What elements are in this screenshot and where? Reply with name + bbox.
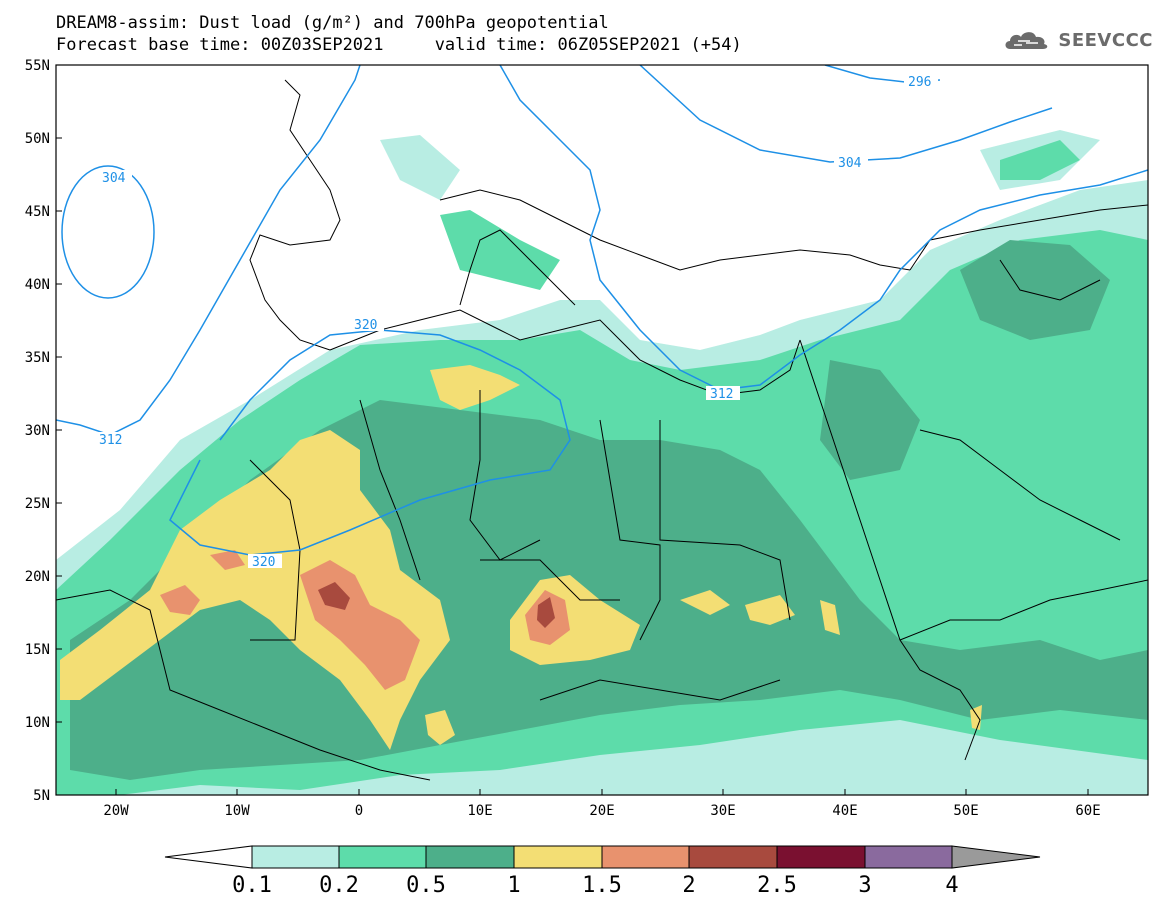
colorbar-label: 0.1 (232, 873, 272, 898)
lat-label: 15N (25, 642, 50, 658)
contour-label: 320 (354, 318, 377, 333)
lat-label: 20N (25, 569, 50, 585)
coastlines (56, 79, 1148, 781)
colorbar-bin (864, 845, 953, 869)
lat-tick-marks (56, 64, 62, 796)
colorbar-labels: 0.1 0.2 0.5 1 1.5 2 2.5 3 4 (232, 873, 959, 898)
lon-label: 10E (467, 803, 492, 819)
contour-label: 296 (908, 75, 931, 90)
lon-label: 60E (1075, 803, 1100, 819)
colorbar-bin (513, 845, 603, 869)
colorbar-bin (688, 845, 778, 869)
lat-label: 50N (25, 131, 50, 147)
contour-label: 320 (252, 555, 275, 570)
colorbar-bin (776, 845, 866, 869)
lon-label: 40E (832, 803, 857, 819)
lat-label: 5N (33, 788, 50, 804)
lon-label: 20W (103, 803, 129, 819)
colorbar-bin (425, 845, 515, 869)
lat-label: 55N (25, 58, 50, 74)
lon-tick-marks (115, 789, 1089, 795)
colorbar-bin (601, 845, 690, 869)
lat-label: 30N (25, 423, 50, 439)
colorbar-label: 0.2 (319, 873, 359, 898)
colorbar-label: 3 (858, 873, 871, 898)
lat-label: 45N (25, 204, 50, 220)
dust-layer-1 (60, 365, 982, 750)
lat-label: 10N (25, 715, 50, 731)
lon-label: 0 (355, 803, 363, 819)
contour-label: 312 (710, 387, 733, 402)
colorbar (164, 845, 1041, 869)
lat-labels: 55N 50N 45N 40N 35N 30N 25N 20N 15N 10N … (25, 58, 50, 804)
lon-label: 10W (224, 803, 250, 819)
colorbar-label: 1.5 (582, 873, 622, 898)
dust-layer-2 (318, 582, 555, 628)
map-title: DREAM8-assim: Dust load (g/m²) and 700hP… (56, 13, 609, 33)
colorbar-bin (251, 845, 340, 869)
contour-labels: 304 296 304 320 312 312 320 (95, 74, 938, 570)
map-area: 304 296 304 320 312 312 320 (56, 65, 1148, 795)
lat-label: 40N (25, 277, 50, 293)
seevccc-logo: SEEVCCC (1002, 27, 1153, 53)
colorbar-label: 4 (945, 873, 958, 898)
lon-label: 30E (710, 803, 735, 819)
lon-label: 20E (589, 803, 614, 819)
lon-label: 50E (953, 803, 978, 819)
colorbar-label: 2 (682, 873, 695, 898)
contour-label: 304 (102, 171, 126, 186)
lat-label: 25N (25, 496, 50, 512)
contour-label: 312 (99, 433, 122, 448)
lat-label: 35N (25, 350, 50, 366)
cloud-logo-icon (1005, 32, 1048, 49)
forecast-time-line: Forecast base time: 00Z03SEP2021 valid t… (56, 35, 742, 55)
contour-label: 304 (838, 156, 862, 171)
lon-labels: 20W 10W 0 10E 20E 30E 40E 50E 60E (103, 803, 1100, 819)
colorbar-bin (338, 845, 427, 869)
colorbar-high-arrow (951, 845, 1041, 869)
colorbar-low-arrow (164, 845, 253, 869)
colorbar-label: 0.5 (406, 873, 446, 898)
logo-text: SEEVCCC (1058, 29, 1153, 51)
colorbar-label: 2.5 (757, 873, 797, 898)
colorbar-label: 1 (507, 873, 520, 898)
